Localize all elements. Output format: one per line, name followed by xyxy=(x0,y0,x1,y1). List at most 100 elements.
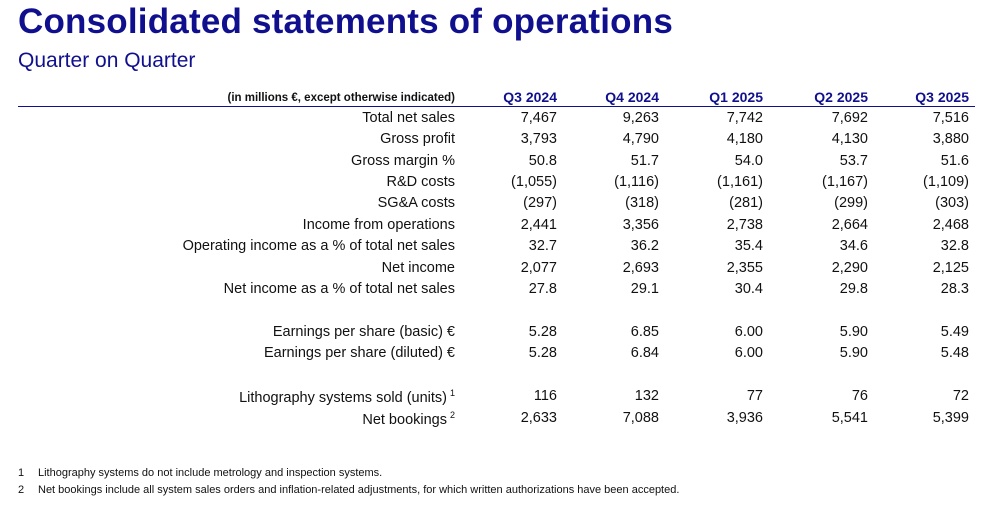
table-cell: 72 xyxy=(952,388,969,404)
table-cell: 30.4 xyxy=(734,281,763,297)
footnote-ref: 2 xyxy=(449,410,455,420)
table-cell: 54.0 xyxy=(734,153,763,169)
row-label: SG&A costs xyxy=(378,195,455,211)
table-cell: (303) xyxy=(935,195,969,211)
table-cell: 116 xyxy=(533,388,557,404)
table-cell: (1,109) xyxy=(923,174,969,190)
page-title: Consolidated statements of operations xyxy=(18,2,673,41)
row-label-text: Total net sales xyxy=(362,110,455,126)
table-row: Gross margin % 50.8 51.7 54.0 53.7 51.6 xyxy=(0,153,1000,174)
table-cell: 2,441 xyxy=(520,217,557,233)
table-cell: 29.8 xyxy=(839,281,868,297)
table-row: Gross profit 3,793 4,790 4,180 4,130 3,880 xyxy=(0,131,1000,152)
table-cell: 7,742 xyxy=(726,110,763,126)
table-cell: (297) xyxy=(523,195,557,211)
table-cell: 3,793 xyxy=(520,131,557,147)
table-cell: 2,664 xyxy=(831,217,868,233)
table-row: Net income as a % of total net sales 27.8… xyxy=(0,281,1000,302)
row-label-text: Lithography systems sold (units) xyxy=(239,390,447,406)
table-cell: (1,167) xyxy=(822,174,868,190)
row-label: Net bookings 2 xyxy=(362,410,455,428)
table-cell: 5.28 xyxy=(528,324,557,340)
column-header: Q3 2024 xyxy=(503,89,557,105)
column-header: Q1 2025 xyxy=(709,89,763,105)
row-label: Gross margin % xyxy=(351,153,455,169)
table-cell: 5,399 xyxy=(932,410,969,426)
row-label-text: SG&A costs xyxy=(377,195,455,211)
row-label-text: Earnings per share (basic) € xyxy=(272,324,455,340)
row-label: Lithography systems sold (units) 1 xyxy=(239,388,455,406)
table-cell: 7,692 xyxy=(831,110,868,126)
row-label-text: Earnings per share (diluted) € xyxy=(263,345,455,361)
table-cell: 3,936 xyxy=(726,410,763,426)
row-label: Net income as a % of total net sales xyxy=(224,281,455,297)
table-cell: 2,077 xyxy=(520,260,557,276)
table-cell: 3,880 xyxy=(932,131,969,147)
table-cell: 7,516 xyxy=(932,110,969,126)
row-label-text: Net income xyxy=(381,260,455,276)
footnote-number: 1 xyxy=(18,467,25,479)
table-cell: 6.84 xyxy=(630,345,659,361)
table-row: R&D costs (1,055) (1,116) (1,161) (1,167) (1,… xyxy=(0,174,1000,195)
table-cell: 2,693 xyxy=(622,260,659,276)
column-header: Q4 2024 xyxy=(605,89,659,105)
table-cell: 4,130 xyxy=(831,131,868,147)
column-header: Q2 2025 xyxy=(814,89,868,105)
table-cell: 9,263 xyxy=(622,110,659,126)
footnote-text: Lithography systems do not include metro… xyxy=(38,467,383,479)
table-cell: (281) xyxy=(729,195,763,211)
table-cell: 32.7 xyxy=(528,238,557,254)
table-cell: 132 xyxy=(634,388,659,404)
table-cell: 6.85 xyxy=(630,324,659,340)
table-cell: 28.3 xyxy=(940,281,969,297)
table-cell: 2,633 xyxy=(520,410,557,426)
table-cell: 5.28 xyxy=(528,345,557,361)
table-cell: 29.1 xyxy=(630,281,659,297)
footnote-ref: 1 xyxy=(449,388,455,398)
table-cell: 7,088 xyxy=(622,410,659,426)
row-label: Income from operations xyxy=(303,217,455,233)
row-label: Gross profit xyxy=(380,131,455,147)
column-header: Q3 2025 xyxy=(915,89,969,105)
table-cell: 36.2 xyxy=(630,238,659,254)
table-cell: (1,161) xyxy=(717,174,763,190)
table-row: Earnings per share (basic) € 5.28 6.85 6.00… xyxy=(0,324,1000,345)
table-cell: 5.90 xyxy=(839,345,868,361)
table-cell: (1,055) xyxy=(511,174,557,190)
row-label: Total net sales xyxy=(362,110,455,126)
table-cell: 32.8 xyxy=(940,238,969,254)
table-cell: 4,790 xyxy=(622,131,659,147)
table-cell: 2,290 xyxy=(831,260,868,276)
table-cell: 53.7 xyxy=(839,153,868,169)
row-label-text: Gross margin % xyxy=(351,153,455,169)
row-label: R&D costs xyxy=(387,174,456,190)
row-label-text: Operating income as a % of total net sal… xyxy=(182,238,455,254)
table-row: Net bookings 2 2,633 7,088 3,936 5,541 5,399 xyxy=(0,410,1000,431)
table-cell: 3,356 xyxy=(622,217,659,233)
table-cell: 4,180 xyxy=(726,131,763,147)
table-cell: 50.8 xyxy=(528,153,557,169)
row-label: Earnings per share (basic) € xyxy=(273,324,455,340)
table-cell: 35.4 xyxy=(734,238,763,254)
table-cell: 76 xyxy=(851,388,868,404)
table-row: Net income 2,077 2,693 2,355 2,290 2,125 xyxy=(0,260,1000,281)
table-cell: (318) xyxy=(625,195,659,211)
table-cell: 27.8 xyxy=(528,281,557,297)
row-label: Operating income as a % of total net sal… xyxy=(183,238,455,254)
table-cell: 5.90 xyxy=(839,324,868,340)
table-row: Operating income as a % of total net sal… xyxy=(0,238,1000,259)
table-cell: 5.49 xyxy=(940,324,969,340)
table-cell: 34.6 xyxy=(839,238,868,254)
table-cell: 6.00 xyxy=(734,324,763,340)
row-label: Net income xyxy=(382,260,455,276)
row-label-text: Net income as a % of total net sales xyxy=(223,281,455,297)
table-cell: 2,355 xyxy=(726,260,763,276)
table-row: Earnings per share (diluted) € 5.28 6.84 6.… xyxy=(0,345,1000,366)
table-row: SG&A costs (297) (318) (281) (299) (303) xyxy=(0,195,1000,216)
table-cell: (1,116) xyxy=(614,174,659,190)
row-label: Earnings per share (diluted) € xyxy=(264,345,455,361)
header-divider xyxy=(18,106,975,107)
table-row: Income from operations 2,441 3,356 2,738 2,6… xyxy=(0,217,1000,238)
table-cell: 5.48 xyxy=(940,345,969,361)
table-cell: 51.7 xyxy=(630,153,659,169)
